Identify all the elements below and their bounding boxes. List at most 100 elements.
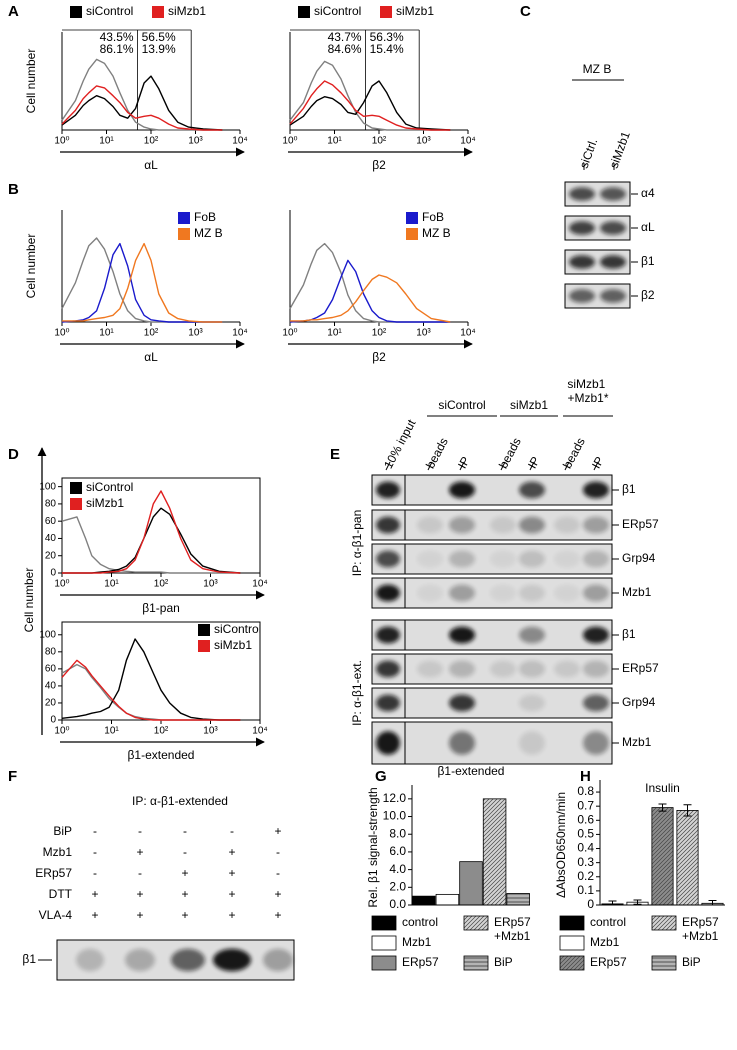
y-tick-label: 2.0 <box>389 879 406 893</box>
gate-percentage: 43.7% <box>328 30 362 44</box>
lane-tick <box>529 461 535 471</box>
condition-mark: - <box>138 866 142 880</box>
blot-band <box>449 694 475 712</box>
y-tick-label: 100 <box>39 481 56 492</box>
legend-label: MZ B <box>422 226 451 240</box>
y-axis-label: Cell number <box>22 568 36 633</box>
condition-label: ERp57 <box>35 866 72 880</box>
blot-row-label: αL <box>641 220 655 234</box>
legend-label: BiP <box>682 955 701 969</box>
condition-mark: + <box>136 845 143 859</box>
y-tick-label: 40 <box>45 533 57 544</box>
panel-letter: G <box>375 768 387 785</box>
blot-band <box>76 948 104 972</box>
y-tick-label: 8.0 <box>389 826 406 840</box>
legend-swatch <box>371 935 397 951</box>
blot-band <box>449 550 475 568</box>
legend-swatch <box>152 6 164 18</box>
x-axis-label: β1-pan <box>142 601 180 615</box>
lane-tick <box>593 461 599 471</box>
bar <box>459 861 483 906</box>
section-label: IP: α-β1-pan <box>350 510 364 577</box>
condition-mark: - <box>230 824 234 838</box>
blot-band <box>600 187 626 201</box>
histogram-curve <box>289 60 451 131</box>
x-tick-label: 10³ <box>203 579 218 590</box>
panel-letter: A <box>8 3 19 20</box>
panel-letter: D <box>8 446 19 463</box>
legend-swatch <box>371 955 397 971</box>
plot-frame <box>61 621 261 721</box>
blot-band <box>449 516 475 534</box>
blot-band <box>583 626 609 644</box>
histogram-curve <box>61 663 241 721</box>
panel-letter: C <box>520 3 531 20</box>
histogram-curve <box>61 58 223 131</box>
legend-swatch <box>463 915 489 931</box>
blot-band <box>490 660 516 678</box>
x-tick-label: 10⁴ <box>232 136 247 147</box>
x-tick-label: 10³ <box>416 136 431 147</box>
legend-swatch <box>298 6 310 18</box>
histogram-curve <box>61 237 223 323</box>
blot-band <box>569 255 595 269</box>
histogram-curve <box>61 85 223 131</box>
blot-band <box>263 948 293 972</box>
bar <box>676 810 699 906</box>
y-tick-label: 0.8 <box>577 784 594 798</box>
histogram-curve <box>61 659 241 721</box>
lane-tick <box>459 461 465 471</box>
gate-percentage: 13.9% <box>142 42 176 56</box>
legend-label: Mzb1 <box>590 935 620 949</box>
histogram-curve <box>62 242 223 323</box>
blot-row-label: β1 <box>22 952 36 966</box>
gate-percentage: 84.6% <box>328 42 362 56</box>
condition-mark: + <box>228 845 235 859</box>
lane-label: siCtrl. <box>577 137 601 171</box>
blot-band <box>213 948 251 972</box>
bar <box>651 807 674 906</box>
blot-strip <box>371 721 613 765</box>
blot-band <box>376 694 400 712</box>
x-axis-label: αL <box>144 158 158 172</box>
blot-band <box>519 481 545 499</box>
section-label: IP: α-β1-ext. <box>350 660 364 726</box>
legend-label: siMzb1 <box>214 638 252 652</box>
histogram-curve <box>289 80 451 131</box>
blot-band <box>376 550 400 568</box>
y-tick-label: 80 <box>45 646 57 657</box>
histogram-curve <box>62 507 241 574</box>
x-tick-label: 10⁴ <box>460 328 475 339</box>
blot-band <box>583 584 609 602</box>
gate-percentage: 56.3% <box>370 30 404 44</box>
legend-swatch <box>651 915 677 931</box>
condition-mark: + <box>136 908 143 922</box>
legend-label: siControl <box>86 4 133 18</box>
x-tick-label: 10¹ <box>327 328 342 339</box>
blot-band <box>519 731 545 755</box>
blot-row-label: Mzb1 <box>622 585 652 599</box>
x-tick-label: 10³ <box>188 328 203 339</box>
y-tick-label: 0 <box>50 715 56 726</box>
blot-band <box>583 481 609 499</box>
lane-tick <box>385 461 391 471</box>
x-tick-label: 10³ <box>416 328 431 339</box>
blot-band <box>376 731 400 755</box>
blot-strip <box>371 619 613 651</box>
group-label: siMzb1 +Mzb1* <box>567 377 609 405</box>
x-tick-label: 10¹ <box>99 136 114 147</box>
panel-letter: B <box>8 181 19 198</box>
legend-label: ERp57 <box>402 955 439 969</box>
lane-label: 10% input <box>381 417 419 471</box>
x-tick-label: 10⁴ <box>460 136 475 147</box>
x-tick-label: 10¹ <box>99 328 114 339</box>
legend-swatch <box>70 498 82 510</box>
legend-swatch <box>198 624 210 636</box>
condition-mark: + <box>91 887 98 901</box>
blot-strip <box>371 474 613 506</box>
blot-row-label: Grp94 <box>622 695 656 709</box>
blot-row-label: α4 <box>641 186 655 200</box>
blot-band <box>449 660 475 678</box>
x-tick-label: 10² <box>154 579 169 590</box>
